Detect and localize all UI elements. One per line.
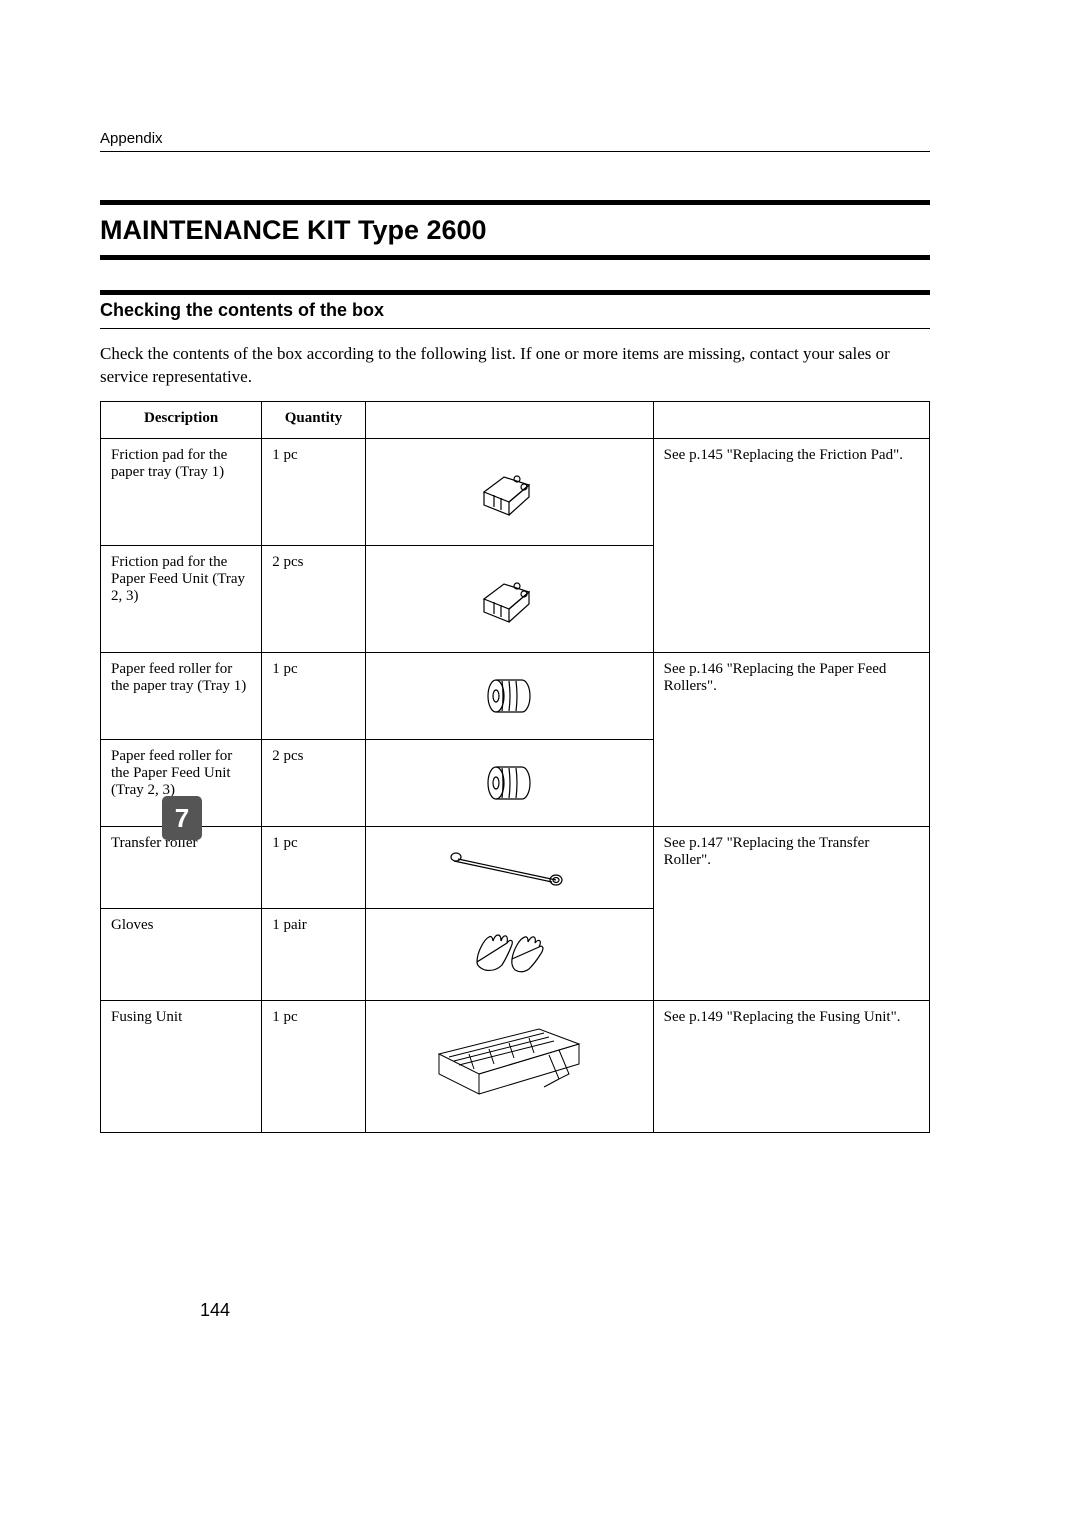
header-rule [100,151,930,152]
cell-image [365,652,653,739]
table-row: Friction pad for the paper tray (Tray 1)… [101,438,930,545]
cell-description: Fusing Unit [101,1000,262,1132]
header-description: Description [101,401,262,438]
cell-quantity: 1 pc [262,438,366,545]
transfer-roller-icon [444,845,574,890]
intro-paragraph: Check the contents of the box according … [100,343,930,389]
gloves-icon [467,927,552,982]
friction-pad-icon [469,457,549,527]
page-header: Appendix [100,130,930,152]
roller-icon [474,671,544,721]
chapter-number: 7 [175,803,189,834]
cell-quantity: 1 pc [262,826,366,908]
header-reference [653,401,929,438]
title-block: MAINTENANCE KIT Type 2600 [100,200,930,260]
cell-image [365,438,653,545]
table-row: Fusing Unit 1 pc [101,1000,930,1132]
cell-reference: See p.146 "Replacing the Paper Feed Roll… [653,652,929,826]
cell-quantity: 1 pair [262,908,366,1000]
title-rule-top [100,200,930,205]
cell-quantity: 1 pc [262,1000,366,1132]
cell-reference: See p.149 "Replacing the Fusing Unit". [653,1000,929,1132]
cell-description: Friction pad for the Paper Feed Unit (Tr… [101,545,262,652]
subtitle-block: Checking the contents of the box [100,290,930,329]
table-row: Paper feed roller for the paper tray (Tr… [101,652,930,739]
cell-quantity: 1 pc [262,652,366,739]
cell-image [365,1000,653,1132]
cell-description: Friction pad for the paper tray (Tray 1) [101,438,262,545]
chapter-tab: 7 [162,796,202,840]
cell-image [365,739,653,826]
friction-pad-icon [469,564,549,634]
contents-table: Description Quantity Friction pad for th… [100,401,930,1133]
cell-quantity: 2 pcs [262,739,366,826]
cell-description: Paper feed roller for the paper tray (Tr… [101,652,262,739]
table-row: Transfer roller 1 pc See p.147 "Replacin… [101,826,930,908]
subtitle-rule-bottom [100,328,930,329]
cell-reference: See p.147 "Replacing the Transfer Roller… [653,826,929,1000]
fusing-unit-icon [424,1019,594,1114]
title-rule-bottom [100,255,930,260]
cell-quantity: 2 pcs [262,545,366,652]
cell-image [365,826,653,908]
roller-icon [474,758,544,808]
cell-reference: See p.145 "Replacing the Friction Pad". [653,438,929,652]
page-container: 7 Appendix MAINTENANCE KIT Type 2600 Che… [100,130,930,1133]
cell-image [365,545,653,652]
page-number: 144 [200,1300,230,1321]
header-quantity: Quantity [262,401,366,438]
table-header-row: Description Quantity [101,401,930,438]
cell-image [365,908,653,1000]
page-title: MAINTENANCE KIT Type 2600 [100,209,930,252]
section-subtitle: Checking the contents of the box [100,295,930,328]
appendix-label: Appendix [100,130,930,147]
header-image [365,401,653,438]
cell-description: Gloves [101,908,262,1000]
